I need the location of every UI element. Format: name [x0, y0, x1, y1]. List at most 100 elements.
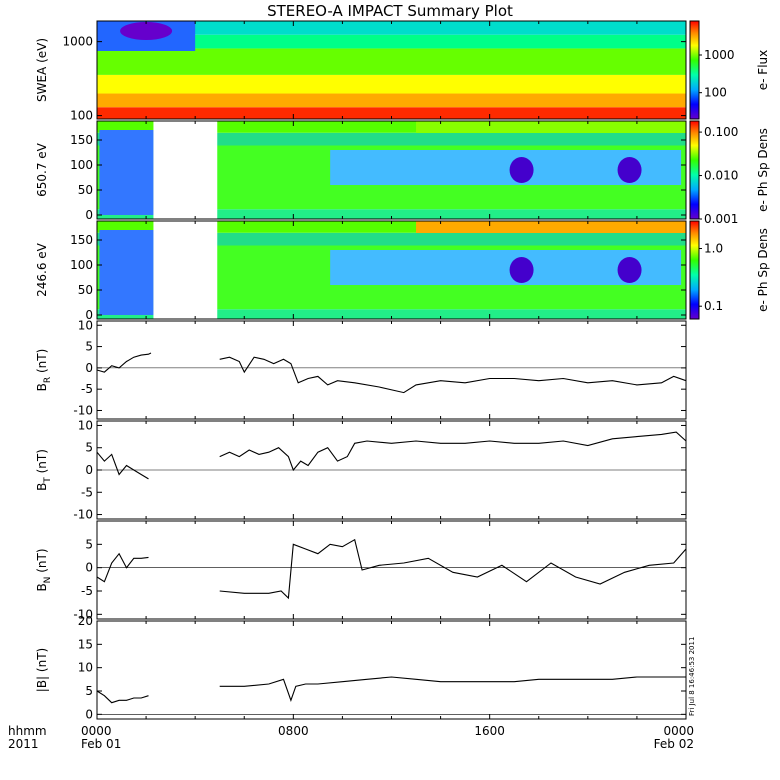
pad650-dropout-core [617, 157, 642, 183]
pad246-colorbar-scale [689, 220, 700, 320]
swea-band [97, 74, 686, 94]
timestamp-stamp: Fri Jul 8 16:46:53 2011 [688, 637, 696, 716]
pad246-spectrogram [97, 221, 686, 319]
bmag-y-label-unit: (nT) [35, 648, 49, 676]
bmag-y-tick-label: 15 [78, 637, 93, 651]
bt-y-tick-label: 10 [78, 418, 93, 432]
br-y-tick-label: -10 [73, 403, 93, 417]
pad246-dropout-core [617, 257, 642, 283]
panel-pad650: 0.100 0.010 0.001 e- Ph Sp Dens 0 50 100 150 650… [35, 120, 770, 226]
bmag-y-label-main: |B| [35, 676, 49, 692]
pad246-early-low-region [99, 230, 154, 315]
pad246-y-label: 246.6 eV [35, 242, 49, 297]
swea-minimum-region [120, 22, 173, 40]
bn-y-label: BN (nT) [35, 548, 53, 591]
swea-band [97, 93, 686, 108]
panel-bn: -10 -5 0 5 BN (nT) [35, 520, 687, 621]
bn-y-label-sub: N [43, 577, 53, 584]
bmag-y-tick-label: 0 [85, 707, 93, 721]
bmag-y-tick-label: 10 [78, 661, 93, 675]
pad650-y-tick-label: 150 [70, 133, 93, 147]
br-series-line [219, 356, 687, 394]
pad650-band [97, 121, 686, 133]
axis-caption-year: 2011 [8, 737, 39, 751]
pad650-colorbar-tick-label: 0.100 [704, 125, 738, 139]
bt-series-line [219, 431, 687, 472]
date-tick-label: Feb 01 [81, 737, 121, 751]
pad650-colorbar-label: e- Ph Sp Dens [756, 128, 770, 212]
pad650-y-tick-label: 0 [85, 208, 93, 222]
bt-series-line [96, 451, 149, 480]
bn-y-tick-label: 0 [85, 561, 93, 575]
swea-spectrogram [97, 21, 686, 119]
bn-y-tick-label: -5 [81, 584, 93, 598]
panel-pad246: 1.0 0.1 e- Ph Sp Dens 0 50 100 150 246.6 eV [35, 220, 770, 322]
pad246-y-tick-label: 150 [70, 233, 93, 247]
bmag-frame [96, 620, 687, 720]
pad650-y-tick-label: 50 [78, 183, 93, 197]
bmag-y-tick-label: 20 [78, 614, 93, 628]
bt-y-tick-label: -10 [73, 508, 93, 522]
panel-bt: -10 -5 0 5 10 BT (nT) [35, 418, 687, 522]
swea-band [97, 34, 686, 49]
br-y-label-unit: (nT) [35, 349, 49, 377]
pad650-band [97, 209, 686, 219]
bmag-series-line [219, 676, 686, 702]
pad246-y-tick-label: 50 [78, 283, 93, 297]
br-y-label-sub: R [43, 377, 53, 383]
pad246-colorbar-tick-label: 0.1 [704, 299, 723, 313]
pad246-colorbar-tick-label: 1.0 [704, 242, 723, 256]
swea-band [97, 21, 686, 35]
bn-y-tick-label: -10 [73, 607, 93, 621]
swea-colorbar-tick-label: 100 [704, 86, 727, 100]
pad246-high-region [416, 221, 686, 233]
br-series-line [96, 352, 152, 373]
pad246-band [97, 309, 686, 319]
swea-band [97, 107, 686, 119]
pad246-y-tick-label: 100 [70, 258, 93, 272]
panel-br: -10 -5 0 5 10 BR (nT) [35, 318, 687, 420]
pad650-y-label: 650.7 eV [35, 142, 49, 197]
bn-frame [96, 520, 687, 620]
bt-y-label: BT (nT) [35, 449, 53, 491]
pad650-data-gap [153, 121, 218, 219]
pad246-band [97, 232, 686, 246]
pad650-y-tick-label: 100 [70, 158, 93, 172]
pad650-colorbar: 0.100 0.010 0.001 e- Ph Sp Dens [689, 120, 770, 226]
br-y-label-main: B [35, 383, 49, 391]
panel-bmag: 0 5 10 15 20 |B| (nT) [35, 614, 687, 721]
bt-y-tick-label: 0 [85, 463, 93, 477]
swea-colorbar-scale [689, 20, 700, 120]
time-tick-label: 0000 [663, 724, 694, 738]
pad246-y-tick-label: 0 [85, 308, 93, 322]
pad650-band [97, 132, 686, 146]
pad650-colorbar-tick-label: 0.001 [704, 212, 738, 226]
pad246-dropout-core [509, 257, 534, 283]
bt-y-label-main: B [35, 483, 49, 491]
br-y-label: BR (nT) [35, 349, 53, 392]
br-frame [96, 320, 687, 420]
pad650-high-region [416, 121, 686, 133]
plot-title: STEREO-A IMPACT Summary Plot [267, 2, 513, 20]
br-y-tick-label: 10 [78, 318, 93, 332]
br-y-tick-label: 0 [85, 361, 93, 375]
time-tick-label: 0000 [81, 724, 112, 738]
pad650-colorbar-tick-label: 0.010 [704, 169, 738, 183]
date-tick-label: Feb 02 [654, 737, 694, 751]
swea-y-tick-label: 1000 [62, 35, 93, 49]
swea-colorbar: 1000 100 e- Flux [689, 20, 770, 120]
pad246-band [97, 221, 686, 233]
bn-y-tick-label: 5 [85, 537, 93, 551]
swea-colorbar-tick-label: 1000 [704, 48, 735, 62]
bt-y-tick-label: -5 [81, 485, 93, 499]
bmag-y-tick-label: 5 [85, 684, 93, 698]
bn-y-label-unit: (nT) [35, 548, 49, 576]
swea-y-label: SWEA (eV) [35, 38, 49, 102]
panel-swea: 1000 100 e- Flux 1000 100 SWEA (eV) [35, 20, 770, 123]
pad246-data-gap [153, 221, 218, 319]
time-tick-label: 1600 [474, 724, 505, 738]
bt-y-label-unit: (nT) [35, 449, 49, 477]
